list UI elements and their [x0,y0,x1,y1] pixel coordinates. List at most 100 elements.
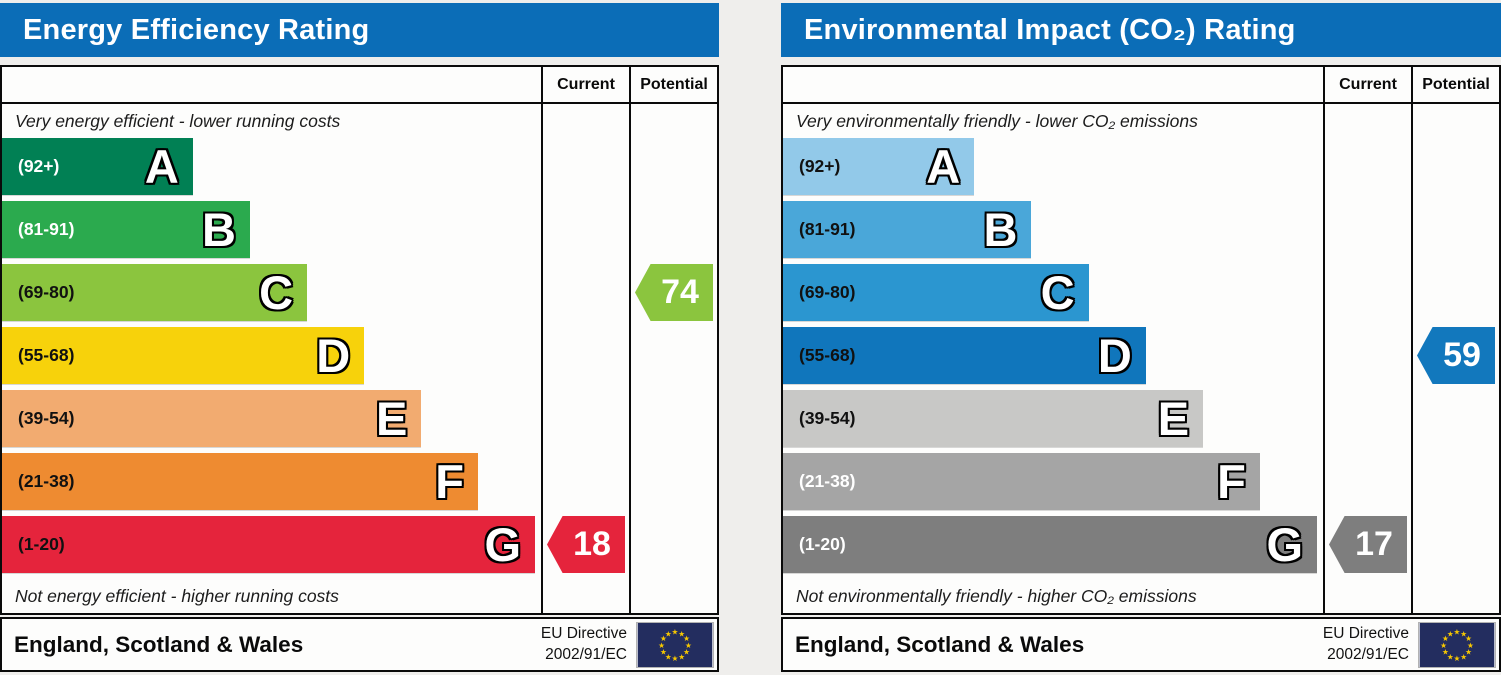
band-range-label: (55-68) [799,345,856,365]
svg-text:★: ★ [1460,629,1467,638]
epc-charts: Energy Efficiency Rating Current Potenti… [0,3,1501,672]
energy-band-b: (81-91) B [2,201,250,258]
svg-text:★: ★ [683,634,690,643]
band-range-label: (92+) [799,156,841,176]
svg-text:★: ★ [658,640,665,649]
energy-band-d: (55-68) D [2,327,365,384]
band-range-label: (1-20) [799,534,846,554]
energy-rating-chart: Current Potential Very energy efficient … [0,65,719,615]
potential-rating-marker: 74 [635,264,713,321]
top-caption-row: Very energy efficient - lower running co… [2,104,717,138]
top-caption: Very energy efficient - lower running co… [15,110,341,131]
band-letter: E [1157,392,1190,445]
eu-directive-label: EU Directive 2002/91/EC [540,625,627,663]
band-row-c: (69-80) C [783,264,1499,327]
svg-text:★: ★ [672,627,679,636]
band-range-label: (21-38) [799,471,856,491]
band-letter: D [1097,329,1132,382]
svg-text:★: ★ [678,652,685,661]
band-row-c: (69-80) C [2,264,717,327]
band-range-label: (39-54) [18,408,75,428]
svg-text:★: ★ [1460,652,1467,661]
band-range-label: (39-54) [799,408,856,428]
bottom-caption-row: Not environmentally friendly - higher CO… [783,579,1499,613]
band-row-b: (81-91) B [783,201,1499,264]
co2-band-b: (81-91) B [783,201,1032,258]
region-label: England, Scotland & Wales [795,631,1085,657]
energy-band-e: (39-54) E [2,390,422,447]
svg-text:★: ★ [1465,634,1472,643]
band-range-label: (1-20) [18,534,65,554]
svg-text:★: ★ [685,640,692,649]
current-rating-marker: 17 [1329,516,1407,573]
svg-text:★: ★ [1447,652,1454,661]
band-row-d: (55-68) D [2,327,717,390]
band-letter: F [435,455,464,508]
current-rating-marker: 18 [547,516,625,573]
band-letter: B [983,203,1018,256]
eu-flag-icon: ★ ★★ ★★★ ★★★ ★★★ [636,621,714,668]
svg-text:★: ★ [1467,640,1474,649]
band-letter: A [926,140,961,193]
band-row-a: (92+) A [783,138,1499,201]
band-letter: G [1266,518,1304,571]
band-row-e: (39-54) E [2,390,717,453]
top-caption: Very environmentally friendly - lower CO… [796,110,1198,131]
band-range-label: (92+) [18,156,60,176]
energy-band-f: (21-38) F [2,453,478,510]
co2-panel-title: Environmental Impact (CO₂) Rating [781,3,1501,57]
region-label: England, Scotland & Wales [14,631,304,657]
svg-text:★: ★ [660,634,667,643]
band-range-label: (81-91) [18,219,75,239]
co2-rating-chart: Current Potential Very environmentally f… [781,65,1501,615]
band-range-label: (69-80) [18,282,75,302]
co2-band-g: (1-20) G [783,516,1318,573]
band-letter: C [1040,266,1075,319]
band-range-label: (55-68) [18,345,75,365]
top-caption-row: Very environmentally friendly - lower CO… [783,104,1499,138]
potential-column-header: Potential [1411,67,1499,102]
co2-footer: England, Scotland & Wales EU Directive 2… [781,617,1501,672]
co2-band-d: (55-68) D [783,327,1146,384]
energy-panel-title: Energy Efficiency Rating [0,3,719,57]
band-row-g: (1-20) G [783,516,1499,579]
co2-band-e: (39-54) E [783,390,1204,447]
svg-text:★: ★ [678,629,685,638]
energy-footer: England, Scotland & Wales EU Directive 2… [0,617,719,672]
bottom-caption-row: Not energy efficient - higher running co… [2,579,717,613]
current-rating-value: 18 [573,525,611,563]
band-row-a: (92+) A [2,138,717,201]
svg-text:★: ★ [1454,654,1461,663]
energy-band-g: (1-20) G [2,516,536,573]
potential-rating-value: 59 [1443,336,1481,374]
potential-column-header: Potential [629,67,717,102]
energy-band-a: (92+) A [2,138,193,195]
energy-chart-body: Very energy efficient - lower running co… [2,104,717,613]
current-column-header: Current [541,67,629,102]
eu-directive-label: EU Directive 2002/91/EC [1322,625,1409,663]
co2-band-a: (92+) A [783,138,975,195]
svg-text:★: ★ [660,647,667,656]
svg-text:★: ★ [665,629,672,638]
svg-text:★: ★ [1447,629,1454,638]
band-letter: E [375,392,408,445]
band-letter: C [259,266,294,319]
svg-text:★: ★ [1440,640,1447,649]
band-row-b: (81-91) B [2,201,717,264]
energy-efficiency-panel: Energy Efficiency Rating Current Potenti… [0,3,719,672]
svg-text:★: ★ [665,652,672,661]
band-letter: D [316,329,351,382]
band-row-d: (55-68) D [783,327,1499,390]
column-header-row: Current Potential [2,67,717,104]
band-row-f: (21-38) F [2,453,717,516]
co2-band-f: (21-38) F [783,453,1260,510]
band-letter: B [201,203,236,256]
band-letter: A [144,140,179,193]
environmental-impact-panel: Environmental Impact (CO₂) Rating Curren… [781,3,1501,672]
bottom-caption: Not energy efficient - higher running co… [15,585,339,606]
band-row-e: (39-54) E [783,390,1499,453]
current-rating-value: 17 [1355,525,1393,563]
svg-text:★: ★ [1454,627,1461,636]
band-range-label: (81-91) [799,219,856,239]
